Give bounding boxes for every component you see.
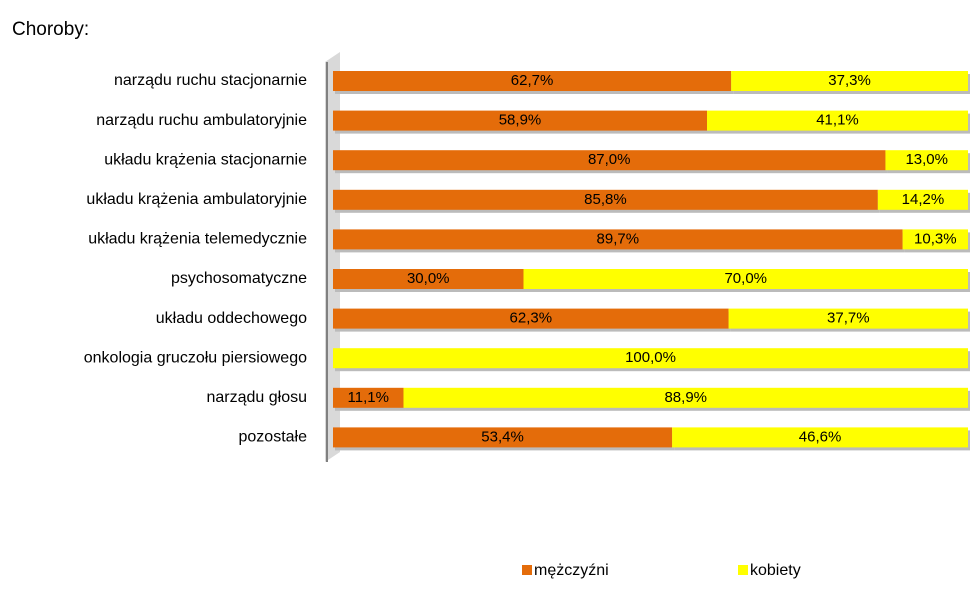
y-tick-label: narządu ruchu stacjonarnie: [114, 72, 307, 89]
bar-segment: [902, 229, 968, 250]
data-label: 58,9%: [499, 112, 542, 129]
data-label: 53,4%: [481, 428, 524, 445]
bar-segment: [333, 110, 708, 131]
data-label: 37,7%: [827, 310, 870, 327]
data-label: 13,0%: [905, 151, 948, 168]
chart-title: Choroby:: [12, 19, 89, 40]
data-label: 88,9%: [664, 389, 707, 406]
bar-segment: [403, 387, 968, 408]
bar-segment: [731, 71, 968, 91]
bar-segment: [333, 269, 524, 289]
bar-segment: [333, 387, 404, 408]
bar-segment: [333, 427, 673, 448]
data-label: 85,8%: [584, 191, 627, 208]
bar-segment: [707, 110, 968, 131]
legend-swatch: [738, 565, 748, 575]
bar-segment: [523, 269, 968, 289]
data-label: 30,0%: [407, 270, 450, 287]
data-label: 37,3%: [828, 72, 871, 89]
data-label: 62,3%: [510, 310, 553, 327]
data-label: 11,1%: [348, 389, 389, 406]
bar-segment: [728, 308, 968, 329]
data-label: 14,2%: [902, 191, 945, 208]
data-label: 70,0%: [724, 270, 767, 287]
bar-segment: [333, 189, 878, 210]
bar-segment: [672, 427, 968, 448]
y-tick-label: układu krążenia ambulatoryjnie: [86, 191, 307, 208]
y-tick-label: psychosomatyczne: [171, 270, 307, 287]
y-tick-label: układu oddechowego: [156, 310, 307, 327]
data-label: 100,0%: [625, 349, 676, 366]
bar-segment: [877, 189, 968, 210]
data-label: 89,7%: [597, 230, 640, 247]
bar-segment: [333, 348, 968, 369]
data-label: 62,7%: [511, 72, 554, 89]
y-tick-label: układu krążenia telemedycznie: [88, 231, 307, 248]
legend-label: kobiety: [750, 562, 801, 579]
data-label: 87,0%: [588, 151, 631, 168]
data-label: 46,6%: [799, 428, 842, 445]
data-label: 10,3%: [914, 230, 957, 247]
y-tick-label: onkologia gruczołu piersiowego: [84, 349, 307, 366]
data-label: 41,1%: [816, 112, 859, 129]
bar-segment: [333, 308, 729, 329]
y-tick-label: pozostałe: [239, 429, 308, 446]
legend-label: mężczyźni: [534, 562, 609, 579]
y-tick-label: narządu głosu: [206, 389, 307, 406]
bar-segment: [885, 150, 968, 171]
bar-segment: [333, 71, 732, 91]
bar-segment: [333, 150, 886, 171]
y-tick-label: układu krążenia stacjonarnie: [104, 151, 307, 168]
y-tick-label: narządu ruchu ambulatoryjnie: [96, 112, 307, 129]
legend-swatch: [522, 565, 532, 575]
bar-segment: [333, 229, 903, 250]
